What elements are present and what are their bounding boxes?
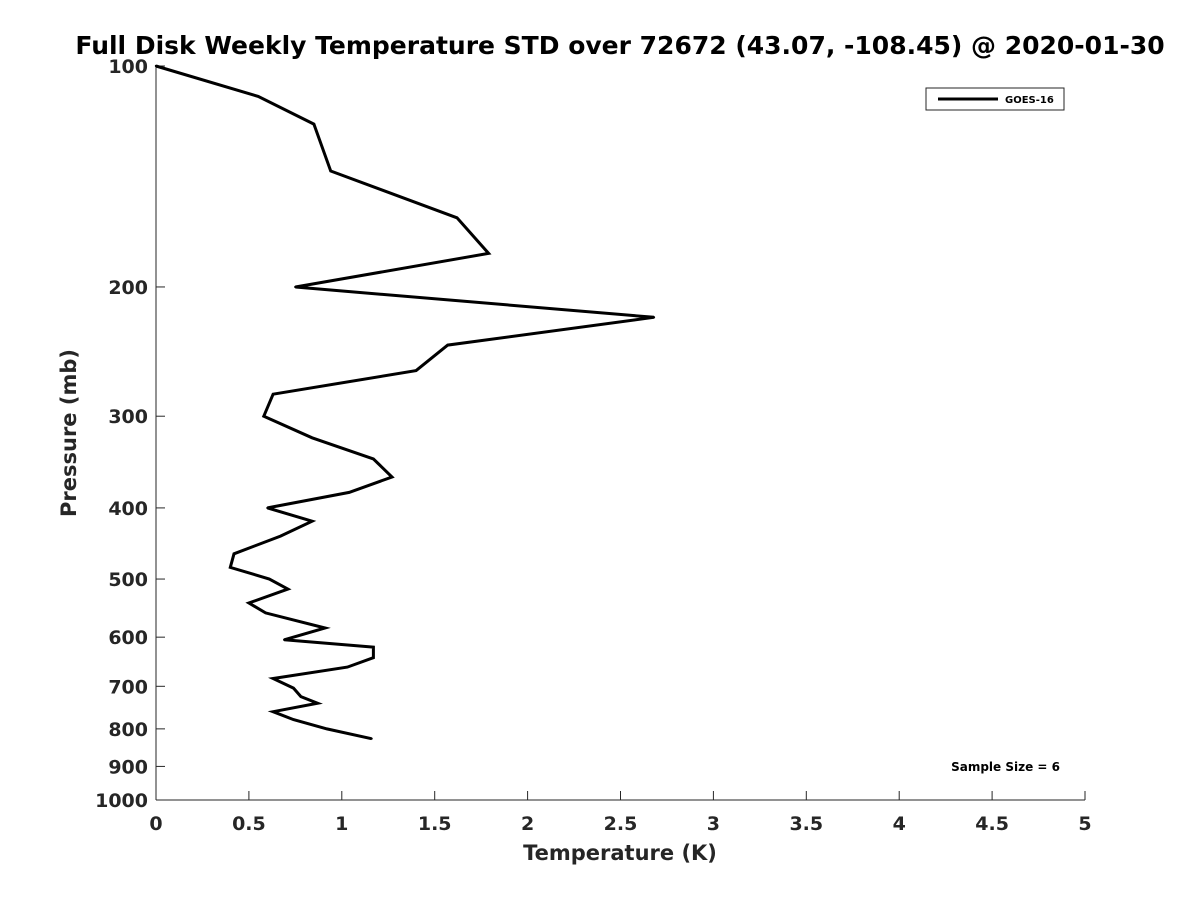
series-line [155, 64, 655, 741]
x-tick-label: 4 [893, 813, 906, 835]
data-point [372, 645, 375, 649]
y-tick-label: 100 [108, 56, 148, 78]
data-point [487, 252, 490, 255]
x-axis-label: Temperature (K) [523, 841, 717, 865]
y-tick-label: 500 [108, 569, 148, 591]
data-point [299, 695, 303, 698]
y-tick-label: 700 [108, 676, 148, 698]
data-point [310, 519, 314, 523]
y-axis-label: Pressure (mb) [57, 349, 81, 517]
sample-size-annotation: Sample Size = 6 [951, 760, 1060, 774]
data-point [325, 727, 329, 731]
y-tick-label: 300 [108, 406, 148, 428]
data-point [283, 638, 286, 642]
x-tick-label: 1 [335, 813, 348, 835]
data-point [268, 577, 271, 581]
data-point [262, 415, 265, 418]
y-tick-label: 1000 [95, 790, 148, 812]
x-tick-label: 3.5 [789, 813, 823, 835]
x-tick-label: 3 [707, 813, 720, 835]
y-tick-label: 200 [108, 277, 148, 299]
y-tick-label: 400 [108, 498, 148, 520]
x-tick-label: 4.5 [975, 813, 1009, 835]
data-point [292, 718, 295, 721]
data-point [390, 475, 394, 479]
x-tick-label: 1.5 [418, 813, 452, 835]
data-point [279, 534, 282, 538]
data-point [271, 677, 275, 680]
series-layer [154, 64, 656, 741]
data-point [286, 587, 290, 591]
data-point [372, 656, 375, 659]
x-tick-label: 2.5 [604, 813, 638, 835]
data-point [446, 343, 449, 347]
data-point [372, 457, 375, 461]
data-point [455, 216, 459, 220]
y-tick-label: 600 [108, 627, 148, 649]
y-tick-label: 800 [108, 719, 148, 741]
x-ticks: 0 0.5 1 1.5 2 2.5 3 3.5 4 4.5 5 [149, 791, 1092, 835]
legend: GOES-16 [925, 87, 1065, 111]
data-point [256, 95, 260, 98]
legend-label: GOES-16 [1005, 95, 1054, 106]
x-tick-label: 0 [149, 813, 162, 835]
y-tick-label: 900 [108, 756, 148, 778]
data-point [154, 64, 158, 68]
data-point [271, 393, 275, 396]
data-point [264, 611, 267, 615]
data-point [266, 506, 269, 510]
chart-title: Full Disk Weekly Temperature STD over 72… [75, 31, 1164, 60]
x-tick-label: 2 [521, 813, 534, 835]
data-point [329, 169, 332, 173]
data-point [652, 316, 656, 319]
data-point [232, 552, 236, 556]
data-point [346, 665, 349, 669]
data-point [271, 710, 275, 713]
y-ticks: 100 200 300 400 500 600 700 800 900 1000 [95, 56, 165, 812]
data-point [323, 626, 327, 630]
data-point [414, 369, 418, 372]
data-point [312, 122, 316, 126]
x-tick-label: 0.5 [232, 813, 266, 835]
x-tick-label: 5 [1078, 813, 1091, 835]
data-point [316, 701, 319, 705]
data-point [292, 686, 295, 690]
data-point [310, 436, 314, 439]
data-point [294, 285, 297, 289]
data-point [370, 737, 373, 740]
data-point [348, 491, 351, 494]
data-point [229, 566, 232, 569]
data-point [247, 601, 251, 605]
